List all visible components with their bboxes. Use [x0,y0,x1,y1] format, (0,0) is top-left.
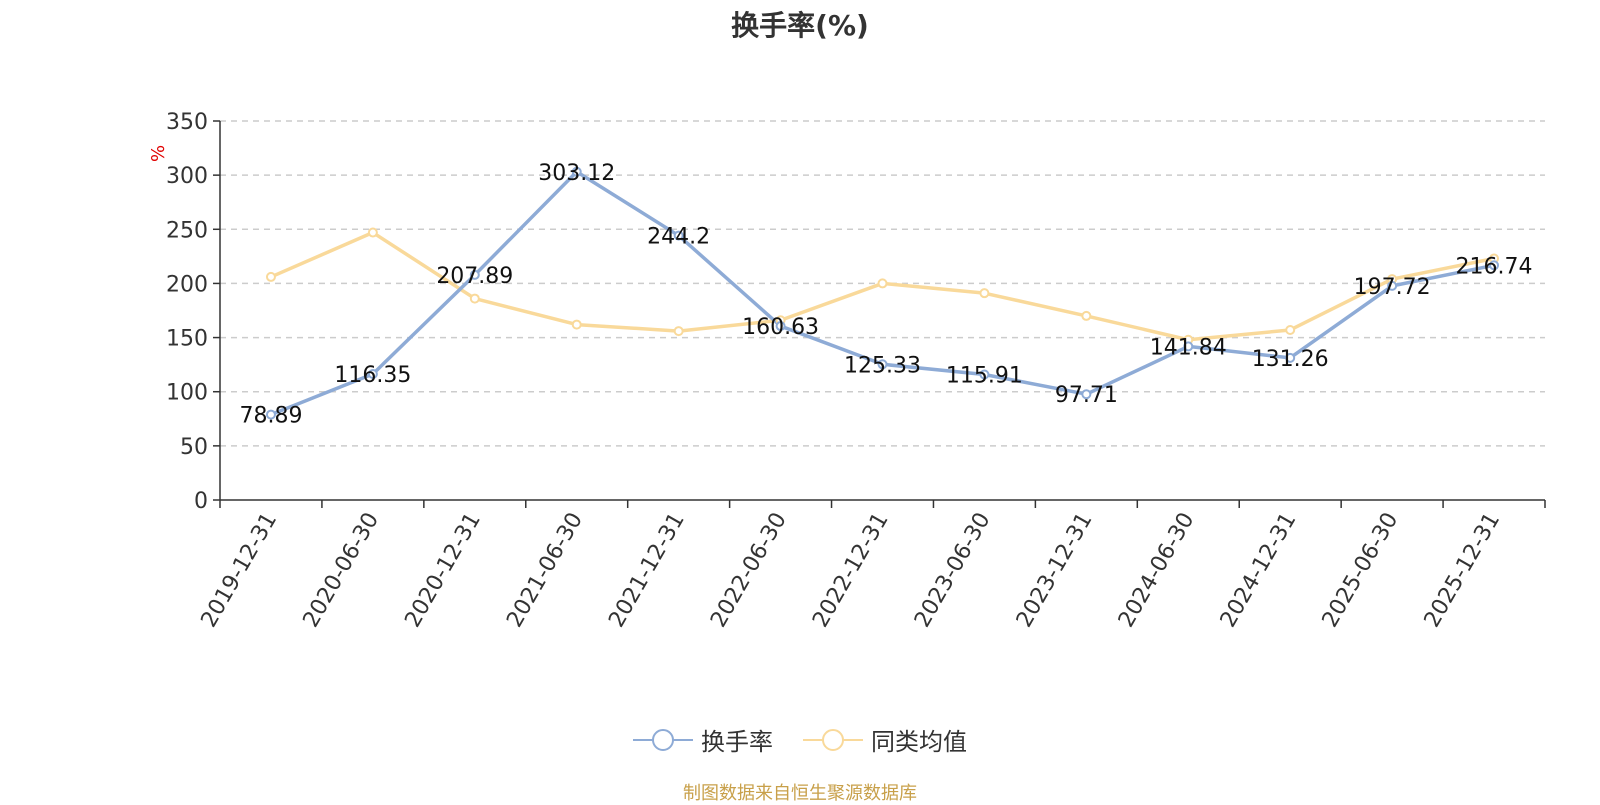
x-tick-label: 2019-12-31 [197,509,283,632]
y-tick-label: 250 [166,218,208,243]
x-tick-label: 2020-12-31 [400,509,486,632]
data-label: 131.26 [1252,347,1329,372]
x-tick-label: 2025-06-30 [1318,509,1404,632]
data-point-peer-average [571,319,582,330]
data-point-peer-average [1285,324,1296,335]
x-tick-label: 2021-06-30 [502,509,588,632]
data-point-turnover [1285,352,1296,363]
legend-label-peer-average: 同类均值 [871,728,967,756]
data-label: 116.35 [334,363,411,388]
x-tick-label: 2023-06-30 [910,509,996,632]
x-tick-label: 2023-12-31 [1012,509,1098,632]
x-tick-label: 2022-06-30 [706,509,792,632]
x-tick-label: 2024-06-30 [1114,509,1200,632]
legend-marker-peer-average-icon [803,728,863,751]
data-label: 160.63 [742,315,819,340]
data-label: 197.72 [1354,275,1431,300]
y-tick-label: 100 [166,381,208,406]
data-point-turnover [1489,260,1500,271]
data-label: 207.89 [436,264,513,289]
x-tick-label: 2022-12-31 [808,509,894,632]
x-tick-label: 2024-12-31 [1216,509,1302,632]
data-label: 216.74 [1456,254,1533,279]
data-point-peer-average [979,288,990,299]
y-tick-label: 300 [166,164,208,189]
x-tick-label: 2021-12-31 [604,509,690,632]
data-point-turnover [1081,389,1092,400]
data-label: 115.91 [946,363,1023,388]
data-label: 125.33 [844,353,921,378]
data-point-turnover [877,359,888,370]
data-label: 141.84 [1150,335,1227,360]
y-axis-label: % [148,145,169,162]
data-point-peer-average [469,293,480,304]
data-point-peer-average [367,227,378,238]
legend: 换手率 同类均值 [0,722,1600,757]
data-point-turnover [1183,341,1194,352]
chart-title: 换手率(%) [731,9,869,42]
legend-item-peer-average[interactable]: 同类均值 [803,722,967,757]
data-point-turnover [367,369,378,380]
data-point-peer-average [265,271,276,282]
data-label: 244.2 [647,225,710,250]
y-tick-label: 200 [166,272,208,297]
data-point-turnover [265,409,276,420]
y-tick-label: 150 [166,327,208,352]
data-point-peer-average [1081,310,1092,321]
data-point-turnover [673,230,684,241]
legend-item-turnover[interactable]: 换手率 [633,722,773,757]
y-tick-label: 350 [166,110,208,135]
legend-marker-turnover-icon [633,728,693,751]
data-label: 303.12 [538,161,615,186]
data-point-peer-average [673,326,684,337]
y-tick-label: 0 [194,489,208,514]
data-label: 97.71 [1055,383,1118,408]
data-point-turnover [979,369,990,380]
data-point-turnover [469,269,480,280]
data-point-turnover [775,321,786,332]
data-point-turnover [571,166,582,177]
legend-label-turnover: 换手率 [701,728,773,756]
x-tick-label: 2025-12-31 [1420,509,1506,632]
data-label: 78.89 [239,404,302,429]
data-point-peer-average [877,278,888,289]
data-point-turnover [1387,280,1398,291]
source-note: 制图数据来自恒生聚源数据库 [683,783,917,804]
x-tick-label: 2020-06-30 [299,509,385,632]
y-tick-label: 50 [180,435,208,460]
